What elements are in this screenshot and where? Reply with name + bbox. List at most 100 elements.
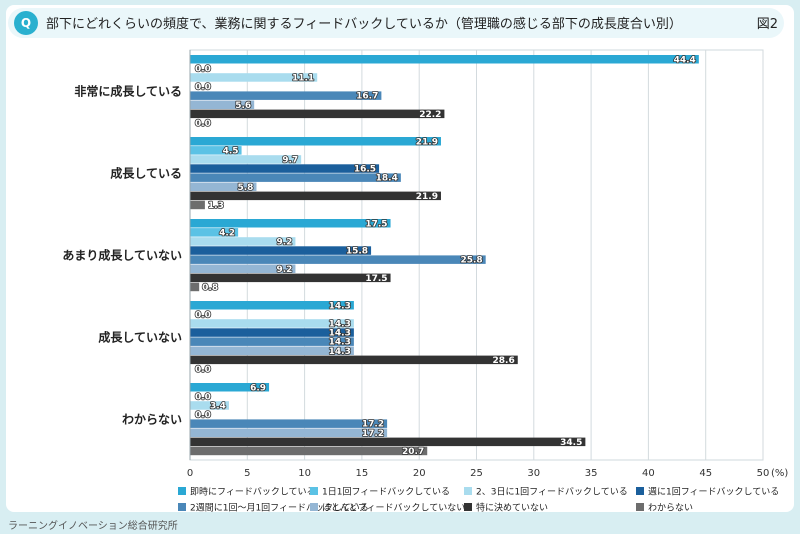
bar <box>190 237 296 246</box>
x-tick-label: 50 <box>757 468 770 479</box>
data-label: 44.4 <box>674 55 696 65</box>
data-label: 3.4 <box>210 402 226 412</box>
bar <box>190 446 428 456</box>
x-tick-label: 15 <box>356 468 369 479</box>
data-label: 4.2 <box>219 228 235 238</box>
data-label: 17.5 <box>365 219 387 229</box>
legend-swatch <box>310 503 318 511</box>
data-label: 14.3 <box>329 329 351 339</box>
legend-label: ほとんどフィードバックしていない <box>322 503 465 514</box>
legend-label: わからない <box>648 503 693 514</box>
bar <box>190 200 205 210</box>
bar <box>190 273 391 283</box>
x-tick-label: 40 <box>642 468 655 479</box>
data-label: 21.9 <box>416 137 438 147</box>
bar <box>190 319 354 328</box>
figure-label: 図2 <box>756 17 778 32</box>
legend-label: 2、3日に1回フィードバックしている <box>476 487 628 498</box>
legend-label: 特に決めていない <box>476 502 548 514</box>
bar <box>190 228 239 237</box>
data-label: 5.6 <box>235 101 251 111</box>
data-label: 20.7 <box>402 447 424 457</box>
legend-swatch <box>178 487 186 495</box>
bar <box>190 137 441 146</box>
data-label: 15.8 <box>346 247 368 257</box>
data-label: 9.2 <box>276 238 292 248</box>
bar <box>190 182 257 191</box>
bar <box>190 55 699 64</box>
data-label: 18.4 <box>376 174 398 184</box>
bar <box>190 346 354 355</box>
x-tick-label: 0 <box>187 468 193 479</box>
data-label: 4.5 <box>223 146 239 156</box>
data-label: 16.5 <box>354 165 376 175</box>
chart-title: 部下にどれくらいの頻度で、業務に関するフィードバックしているか（管理職の感じる部… <box>46 17 682 32</box>
data-label: 17.2 <box>362 420 384 430</box>
bar <box>190 219 391 228</box>
x-tick-label: 10 <box>298 468 311 479</box>
bar <box>190 173 401 182</box>
data-label: 14.3 <box>329 338 351 348</box>
bar <box>190 355 518 365</box>
data-label: 0.0 <box>195 119 211 129</box>
legend-swatch <box>464 503 472 511</box>
x-tick-label: 25 <box>470 468 483 479</box>
bar <box>190 91 382 100</box>
legend-swatch <box>464 487 472 495</box>
bar <box>190 437 586 447</box>
category-label: 非常に成長している <box>74 83 182 98</box>
category-label: わからない <box>122 412 182 426</box>
bar <box>190 383 270 392</box>
bar <box>190 73 318 82</box>
bar <box>190 146 242 155</box>
bar <box>190 428 388 437</box>
bar <box>190 191 441 201</box>
bar <box>190 401 229 410</box>
data-label: 14.3 <box>329 320 351 330</box>
legend-label: 週に1回フィードバックしている <box>648 487 779 498</box>
x-unit-label: (%) <box>771 468 788 479</box>
x-tick-label: 45 <box>699 468 712 479</box>
data-label: 22.2 <box>419 110 441 120</box>
x-tick-label: 5 <box>244 468 250 479</box>
data-label: 21.9 <box>416 192 438 202</box>
data-label: 34.5 <box>560 438 582 448</box>
data-label: 0.0 <box>195 411 211 421</box>
bar <box>190 282 200 292</box>
data-label: 0.0 <box>195 392 211 402</box>
legend-swatch <box>178 503 186 511</box>
legend-swatch <box>636 487 644 495</box>
bar <box>190 246 372 255</box>
data-label: 16.7 <box>356 92 378 102</box>
legend-swatch <box>636 503 644 511</box>
question-badge: Q <box>14 11 38 35</box>
legend-label: 即時にフィードバックしている <box>190 487 316 498</box>
title-banner <box>8 8 784 38</box>
bar <box>190 155 302 164</box>
legend-label: 1日1回フィードバックしている <box>322 487 450 498</box>
legend-swatch <box>310 487 318 495</box>
bar <box>190 255 486 264</box>
data-label: 0.0 <box>195 365 211 375</box>
x-tick-label: 30 <box>527 468 540 479</box>
source-credit: ラーニングイノベーション総合研究所 <box>8 521 178 532</box>
data-label: 6.9 <box>250 383 266 393</box>
data-label: 17.5 <box>365 274 387 284</box>
category-label: 成長していない <box>98 329 182 344</box>
bar <box>190 328 354 337</box>
data-label: 14.3 <box>329 301 351 311</box>
data-label: 0.0 <box>195 64 211 74</box>
data-label: 0.8 <box>202 283 218 293</box>
bar <box>190 164 380 173</box>
bar <box>190 100 255 109</box>
bar <box>190 109 445 119</box>
category-label: あまり成長していない <box>62 247 182 262</box>
data-label: 9.2 <box>276 265 292 275</box>
bar <box>190 301 354 310</box>
data-label: 17.2 <box>362 429 384 439</box>
data-label: 14.3 <box>329 347 351 357</box>
data-label: 28.6 <box>493 356 515 366</box>
category-label: 成長している <box>110 165 182 180</box>
data-label: 1.3 <box>208 201 224 211</box>
